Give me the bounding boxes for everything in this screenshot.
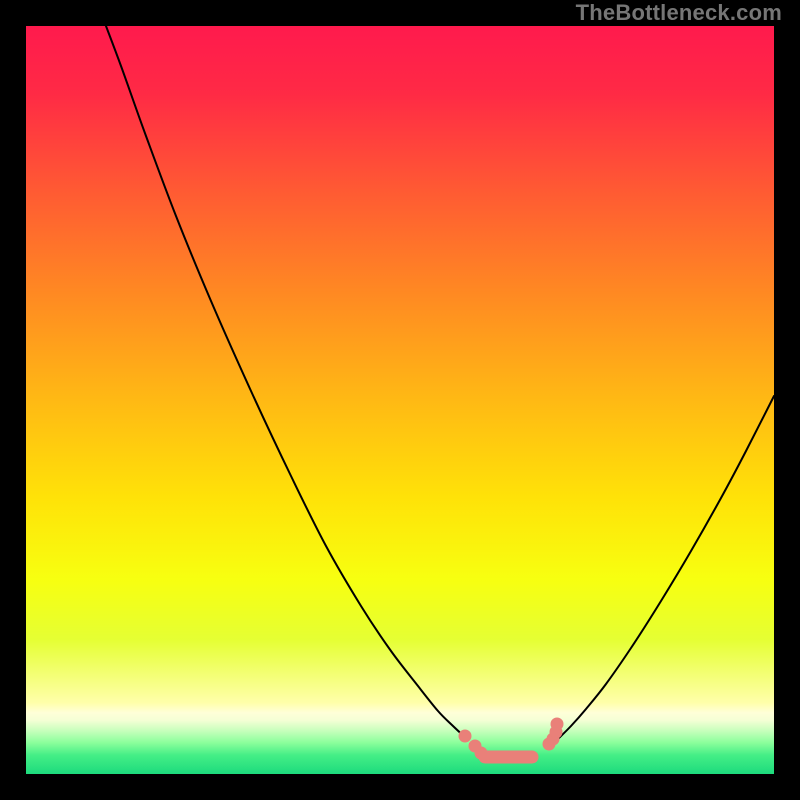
chart-plot xyxy=(26,26,774,774)
chart-container: TheBottleneck.com xyxy=(0,0,800,800)
watermark-text: TheBottleneck.com xyxy=(576,0,782,26)
valley-dot xyxy=(551,718,564,731)
valley-dot xyxy=(459,730,472,743)
